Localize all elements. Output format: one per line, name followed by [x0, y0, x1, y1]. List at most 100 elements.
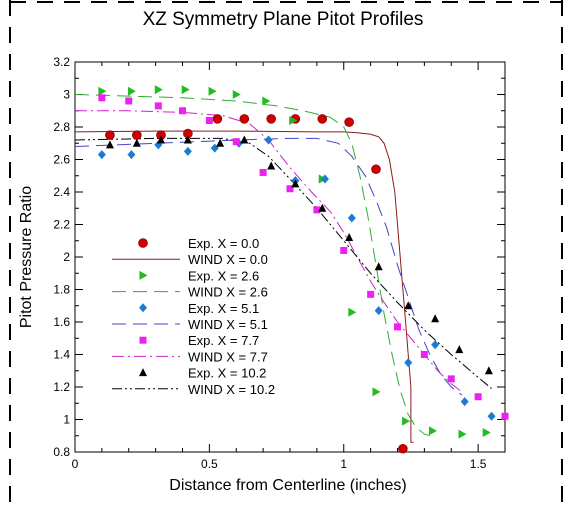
legend-marker-swatch-4 — [139, 303, 147, 313]
plot-area: 0 0.5 1 1.5 0.8 1 1.2 1.4 1.6 1.8 2 2.2 2.4 2.6 2.8 3 3.… — [53, 55, 509, 471]
data-point-s4-11 — [404, 358, 413, 368]
data-point-s4-6 — [264, 135, 273, 145]
data-point-s4-12 — [431, 340, 440, 350]
data-point-s4-13 — [460, 397, 469, 407]
data-point-s8-1 — [132, 138, 141, 147]
data-point-s4-3 — [183, 146, 192, 156]
data-point-s8-9 — [345, 233, 354, 241]
legend-marker-swatch-2 — [139, 270, 148, 280]
data-point-s6-13 — [447, 375, 455, 383]
data-point-s8-5 — [240, 135, 249, 144]
data-point-s6-15 — [501, 412, 509, 420]
x-tick-label: 0.5 — [201, 457, 218, 471]
data-point-s2-3 — [181, 85, 190, 95]
data-point-s0-10 — [371, 164, 381, 175]
data-point-s2-6 — [262, 96, 271, 106]
legend-label-6: Exp. X = 7.7 — [188, 333, 259, 348]
x-tick-label: 1 — [340, 457, 347, 471]
legend-label-9: WIND X = 10.2 — [188, 382, 275, 397]
legend-label-7: WIND X = 7.7 — [188, 349, 268, 364]
legend-label-2: Exp. X = 2.6 — [188, 268, 259, 283]
data-point-s8-3 — [183, 135, 192, 144]
data-point-s0-8 — [317, 114, 328, 124]
data-point-s0-11 — [398, 443, 408, 454]
data-point-s8-8 — [318, 203, 327, 212]
y-tick-label: 1.6 — [53, 315, 70, 329]
data-point-s8-6 — [267, 161, 276, 170]
data-point-s2-11 — [402, 416, 411, 426]
data-point-s8-7 — [291, 179, 300, 188]
data-point-s6-1 — [125, 97, 133, 105]
data-point-s6-11 — [394, 323, 401, 331]
data-point-s2-9 — [348, 307, 357, 317]
data-point-s2-14 — [482, 428, 491, 437]
legend-marker-swatch-6 — [139, 336, 147, 344]
series-markers — [97, 85, 509, 454]
data-point-s2-10 — [372, 387, 381, 397]
data-point-s6-0 — [98, 94, 106, 102]
legend-label-5: WIND X = 5.1 — [188, 317, 268, 332]
y-tick-label: 2.4 — [53, 185, 70, 199]
data-point-s8-11 — [404, 301, 413, 310]
data-point-s6-3 — [179, 107, 186, 115]
data-point-s0-0 — [105, 130, 115, 140]
data-point-s4-0 — [97, 150, 106, 160]
data-point-s6-5 — [232, 138, 240, 146]
series-line-1 — [74, 130, 414, 443]
data-point-s8-0 — [105, 140, 114, 149]
data-point-s0-4 — [212, 114, 223, 124]
y-tick-label: 3 — [63, 88, 70, 102]
data-point-s0-5 — [239, 114, 250, 124]
series-line-3 — [74, 94, 430, 437]
data-point-s2-7 — [289, 116, 298, 125]
data-point-s2-1 — [127, 86, 136, 96]
data-point-s2-12 — [428, 426, 437, 436]
data-point-s8-10 — [374, 262, 383, 271]
data-point-s8-14 — [484, 366, 493, 375]
data-point-s6-10 — [367, 290, 375, 298]
data-point-s2-5 — [232, 90, 241, 99]
data-point-s6-9 — [340, 247, 348, 254]
data-point-s2-2 — [154, 85, 163, 95]
data-point-s0-6 — [266, 114, 276, 124]
data-point-s6-4 — [205, 117, 213, 124]
axis-ticks: 0 0.5 1 1.5 0.8 1 1.2 1.4 1.6 1.8 2 2.2 2.4 2.6 2.8 3 3.… — [53, 55, 505, 471]
y-tick-label: 2 — [63, 250, 70, 264]
data-point-s8-13 — [455, 345, 464, 354]
legend-label-8: Exp. X = 10.2 — [188, 366, 266, 381]
y-tick-label: 2.8 — [53, 120, 70, 134]
x-axis-label: Distance from Centerline (inches) — [169, 477, 406, 494]
series-line-5 — [74, 137, 463, 396]
legend-label-4: Exp. X = 5.1 — [188, 301, 259, 316]
data-point-s4-8 — [320, 174, 329, 184]
data-point-s0-1 — [132, 130, 142, 140]
y-tick-label: 0.8 — [53, 445, 70, 459]
y-tick-label: 1.4 — [53, 348, 70, 362]
x-tick-label: 0 — [72, 457, 79, 471]
data-point-s8-4 — [216, 138, 225, 147]
data-point-s2-13 — [458, 429, 467, 439]
y-tick-label: 1.2 — [53, 380, 70, 394]
data-point-s6-14 — [474, 393, 482, 401]
y-axis-label: Pitot Pressure Ratio — [18, 186, 35, 328]
data-point-s4-9 — [347, 213, 356, 223]
y-tick-label: 2.6 — [53, 153, 70, 167]
series-line-9 — [74, 137, 492, 389]
data-point-s2-0 — [98, 86, 107, 96]
data-point-s6-2 — [154, 102, 162, 110]
data-point-s4-1 — [127, 150, 136, 160]
legend-label-3: WIND X = 2.6 — [188, 285, 268, 300]
data-point-s2-4 — [208, 86, 217, 96]
legend-marker-swatch-0 — [138, 238, 148, 248]
data-point-s8-12 — [431, 314, 440, 323]
legend-marker-swatch-8 — [139, 368, 147, 377]
data-point-s0-9 — [344, 117, 354, 127]
chart-title: XZ Symmetry Plane Pitot Profiles — [143, 9, 424, 30]
data-point-s6-6 — [259, 169, 267, 176]
legend-label-1: WIND X = 0.0 — [188, 252, 268, 267]
y-tick-label: 1.8 — [53, 283, 70, 297]
data-point-s4-10 — [374, 306, 383, 316]
y-tick-label: 1 — [63, 413, 70, 427]
